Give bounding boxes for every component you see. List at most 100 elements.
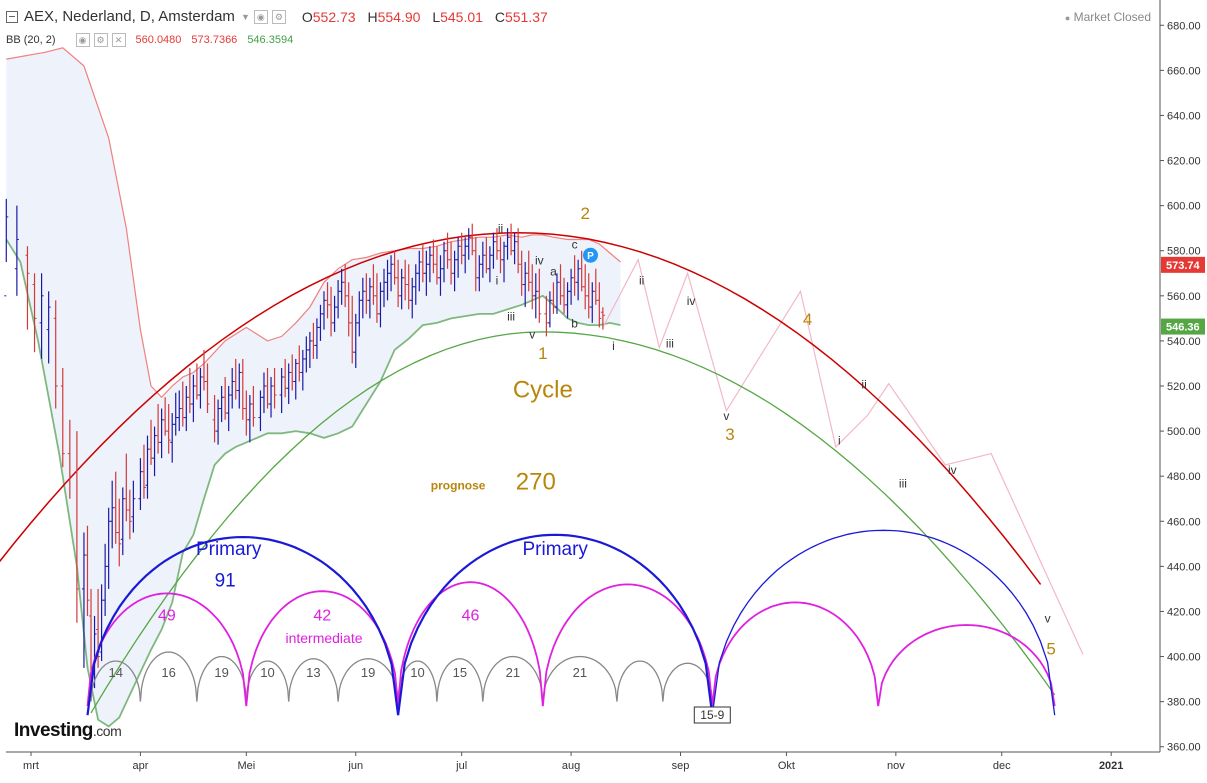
wave-sub-label: v xyxy=(1045,612,1051,626)
minor-cycle-arc xyxy=(139,651,198,702)
minor-cycle-arc xyxy=(482,655,544,702)
minor-cycle-arc xyxy=(90,660,142,702)
collapse-icon[interactable] xyxy=(6,10,18,23)
ohlc-bar xyxy=(251,386,256,427)
ohlc-bar xyxy=(166,404,171,454)
wave-count-label: 2 xyxy=(580,204,589,223)
minor-cycle-label: 16 xyxy=(161,665,175,680)
ohlc-bar xyxy=(25,246,30,330)
intermediate-cycle-arc xyxy=(711,601,880,707)
primary-cycle-length: 91 xyxy=(215,571,236,592)
settings-icon[interactable]: ⚙ xyxy=(271,9,286,24)
low-value: 545.01 xyxy=(440,8,483,25)
close-icon[interactable]: ✕ xyxy=(111,33,126,47)
y-tick-label: 560.00 xyxy=(1167,291,1201,303)
x-tick-label: Okt xyxy=(778,760,795,772)
wave-sub-label: ii xyxy=(498,222,503,236)
status-dot-icon: ● xyxy=(1064,13,1071,23)
ohlc-bar xyxy=(600,307,605,330)
ohlc-bar xyxy=(32,273,37,353)
minor-cycle-arc xyxy=(436,658,484,702)
y-tick-label: 460.00 xyxy=(1167,516,1201,528)
y-tick-label: 500.00 xyxy=(1167,426,1201,438)
intermediate-cycle-arc xyxy=(541,583,714,707)
dropdown-caret-icon[interactable]: ▼ xyxy=(240,11,250,22)
minor-cycle-arc xyxy=(245,660,290,702)
y-tick-label: 680.00 xyxy=(1167,20,1201,32)
intermediate-cycle-label: 46 xyxy=(462,607,480,624)
minor-cycle-label: 14 xyxy=(108,665,122,680)
intermediate-cycle-label: 49 xyxy=(158,607,176,624)
y-tick-label: 640.00 xyxy=(1167,110,1201,122)
date-box xyxy=(693,706,731,724)
price-badge-label: 573.74 xyxy=(1166,260,1201,272)
ohlc-bar xyxy=(4,198,9,297)
market-status: ● Market Closed xyxy=(1065,10,1151,24)
wave-sub-label: iv xyxy=(535,253,544,267)
wave-sub-label: i xyxy=(496,274,499,288)
y-tick-label: 400.00 xyxy=(1167,652,1201,664)
y-tick-label: 620.00 xyxy=(1167,156,1201,168)
bb-upper-value: 573.7366 xyxy=(191,34,238,46)
x-tick-label: mrt xyxy=(23,760,39,772)
x-tick-label: sep xyxy=(672,760,690,772)
x-tick-label: jul xyxy=(455,760,467,772)
y-tick-label: 420.00 xyxy=(1167,606,1201,618)
wave-count-label: 5 xyxy=(1046,639,1055,658)
y-tick-label: 660.00 xyxy=(1167,65,1201,77)
wave-sub-label: v xyxy=(723,409,729,423)
intermediate-text: intermediate xyxy=(285,630,362,646)
ohlc-bar xyxy=(14,205,19,296)
ohlc-bar xyxy=(544,295,549,337)
y-tick-label: 600.00 xyxy=(1167,201,1201,213)
symbol-title[interactable]: AEX, Nederland, D, Amsterdam xyxy=(24,8,235,25)
bollinger-lower-line xyxy=(5,239,621,728)
projection-path xyxy=(602,258,1084,655)
minor-cycle-label: 21 xyxy=(506,665,520,680)
ohlc-bar xyxy=(117,498,122,567)
ohlc-values: O552.73 H554.90 L545.01 C551.37 xyxy=(294,9,548,25)
prognose-text: prognose xyxy=(431,479,486,493)
x-tick-label: 2021 xyxy=(1099,760,1123,772)
primary-cycle-arc xyxy=(86,535,400,716)
minor-cycle-arc xyxy=(288,658,339,702)
x-tick-label: apr xyxy=(132,760,148,772)
ohlc-bar xyxy=(205,363,210,414)
y-tick-label: 360.00 xyxy=(1167,742,1201,754)
y-tick-label: 380.00 xyxy=(1167,697,1201,709)
x-tick-label: Mei xyxy=(237,760,255,772)
wave-sub-label: ii xyxy=(639,274,644,288)
ohlc-bar xyxy=(597,282,602,328)
wave-sub-label: c xyxy=(572,237,578,251)
settings-icon[interactable]: ⚙ xyxy=(93,33,108,47)
prognose-value: 270 xyxy=(516,469,556,496)
ohlc-bar xyxy=(127,489,132,540)
bollinger-band-fill xyxy=(6,47,621,727)
visibility-icon[interactable]: ◉ xyxy=(253,9,268,24)
wave-sub-label: iv xyxy=(687,294,696,308)
open-value: 552.73 xyxy=(312,8,356,25)
primary-cycle-label: Primary xyxy=(196,539,262,560)
close-label: C xyxy=(494,8,505,25)
wave-sub-label: iii xyxy=(507,310,515,324)
close-value: 551.37 xyxy=(504,8,548,25)
wave-sub-label: a xyxy=(550,265,557,279)
indicator-name[interactable]: BB (20, 2) xyxy=(6,34,56,46)
open-label: O xyxy=(301,8,313,25)
wave-sub-label: ii xyxy=(861,377,866,391)
indicator-legend: BB (20, 2) ◉ ⚙ ✕ 560.0480 573.7366 546.3… xyxy=(6,33,293,47)
ohlc-bar xyxy=(85,525,90,616)
ohlc-bar xyxy=(46,291,51,364)
high-value: 554.90 xyxy=(377,8,421,25)
logo-suffix: .com xyxy=(92,723,122,739)
ohlc-bar xyxy=(131,480,136,533)
ohlc-bar xyxy=(67,419,72,499)
investing-logo: Investing.com xyxy=(14,720,122,742)
wave-count-label: 3 xyxy=(725,425,734,444)
bb-basis-value: 560.0480 xyxy=(135,34,182,46)
visibility-icon[interactable]: ◉ xyxy=(75,33,90,47)
ohlc-bar xyxy=(53,300,58,409)
wave-sub-label: iv xyxy=(948,463,957,477)
y-tick-label: 440.00 xyxy=(1167,561,1201,573)
